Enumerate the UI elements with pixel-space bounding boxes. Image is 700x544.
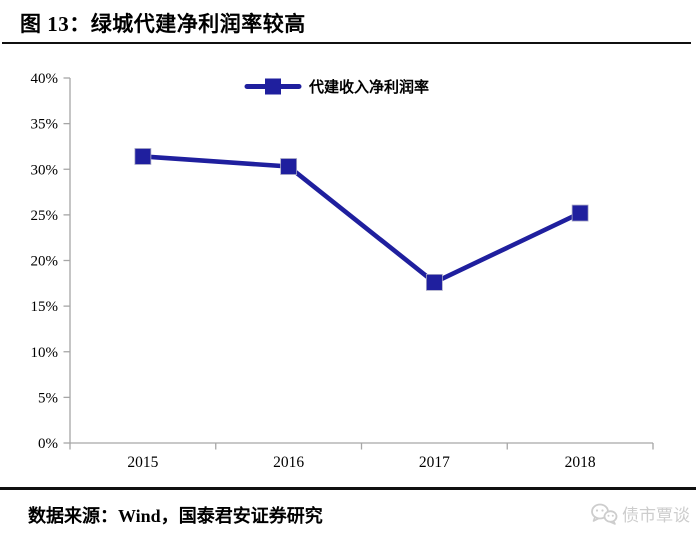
x-axis-tick-label: 2015 (127, 454, 158, 471)
legend-line-marker-icon (244, 78, 302, 95)
chart-legend: 代建收入净利润率 (244, 76, 429, 97)
x-axis-tick-label: 2016 (273, 454, 304, 471)
series-line (142, 154, 582, 286)
y-axis-tick-label: 10% (31, 345, 59, 361)
y-axis-tick-label: 0% (38, 436, 58, 452)
y-axis-tick-label: 20% (31, 254, 59, 270)
y-axis-tick-label: 40% (31, 71, 59, 87)
y-axis-tick-label: 30% (31, 162, 59, 178)
footer-divider (0, 487, 696, 490)
y-axis-tick-label: 15% (31, 299, 59, 315)
data-point-marker (134, 148, 152, 165)
chat-bubbles-icon (591, 503, 618, 525)
watermark-text: 债市覃谈 (622, 506, 690, 525)
watermark: 债市覃谈 (590, 501, 690, 526)
y-axis-tick-label: 35% (31, 117, 59, 133)
data-point-marker (280, 158, 298, 175)
legend-series-label: 代建收入净利润率 (309, 80, 430, 96)
data-source-text: 数据来源：Wind，国泰君安证券研究 (28, 506, 323, 526)
y-axis-tick-label: 5% (38, 390, 58, 406)
data-point-marker (571, 204, 589, 222)
y-axis-tick-label: 25% (31, 208, 59, 224)
data-point-marker (425, 273, 443, 291)
title-divider (2, 42, 691, 44)
x-axis-tick-label: 2017 (419, 454, 450, 471)
figure-title: 图 13：绿城代建净利润率较高 (20, 12, 306, 36)
x-axis-tick-label: 2018 (565, 454, 596, 471)
